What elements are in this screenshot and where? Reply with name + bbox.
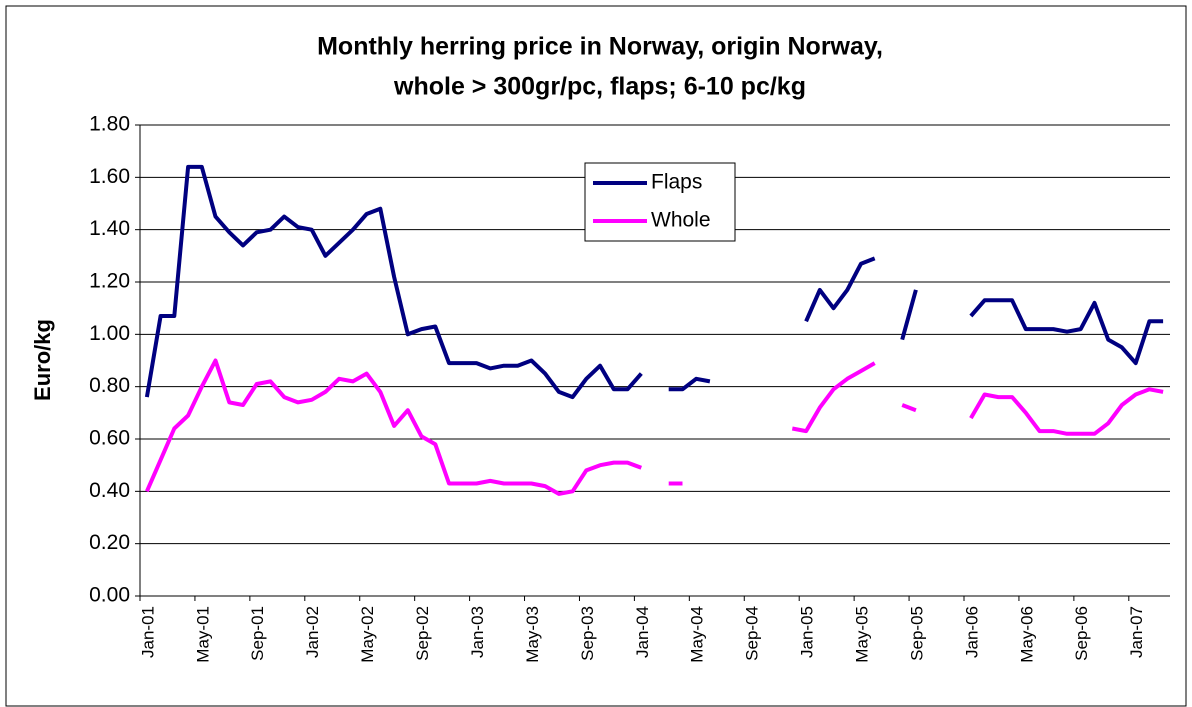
x-tick-label: May-06: [1017, 606, 1036, 663]
chart-title: Monthly herring price in Norway, origin …: [317, 33, 883, 61]
x-tick-label: Jan-02: [303, 606, 322, 658]
x-tick-label: Jan-03: [468, 606, 487, 658]
y-tick-label: 0.60: [89, 427, 130, 450]
x-tick-label: Sep-01: [248, 606, 267, 661]
legend-label: Flaps: [651, 171, 702, 194]
y-tick-label: 1.20: [89, 270, 130, 293]
y-tick-label: 1.60: [89, 165, 130, 188]
chart-title: whole > 300gr/pc, flaps; 6-10 pc/kg: [393, 73, 806, 101]
y-tick-label: 0.00: [89, 584, 130, 607]
x-tick-label: May-02: [358, 606, 377, 663]
x-tick-label: Jan-01: [138, 606, 157, 658]
y-axis-label: Euro/kg: [30, 319, 55, 401]
x-tick-label: Sep-05: [907, 606, 926, 661]
x-tick-label: Sep-06: [1072, 606, 1091, 661]
x-tick-label: Jan-04: [633, 606, 652, 658]
x-tick-label: May-05: [852, 606, 871, 663]
x-tick-label: Jan-05: [798, 606, 817, 658]
y-tick-label: 1.80: [89, 113, 130, 136]
x-tick-label: Sep-02: [413, 606, 432, 661]
legend-box: [584, 162, 736, 242]
y-tick-label: 1.40: [89, 217, 130, 240]
x-tick-label: Jan-06: [962, 606, 981, 658]
y-tick-label: 1.00: [89, 322, 130, 345]
x-tick-label: May-03: [523, 606, 542, 663]
y-tick-label: 0.80: [89, 374, 130, 397]
series-line: [145, 358, 1164, 496]
y-tick-label: 0.20: [89, 531, 130, 554]
x-tick-label: Jan-07: [1127, 606, 1146, 658]
x-tick-label: May-04: [688, 606, 707, 663]
legend-label: Whole: [651, 209, 711, 232]
x-tick-label: Sep-04: [743, 606, 762, 661]
x-tick-label: Sep-03: [578, 606, 597, 661]
series-line: [144, 164, 1164, 400]
chart-border: [5, 5, 1187, 707]
y-tick-label: 0.40: [89, 479, 130, 502]
x-tick-label: May-01: [193, 606, 212, 663]
